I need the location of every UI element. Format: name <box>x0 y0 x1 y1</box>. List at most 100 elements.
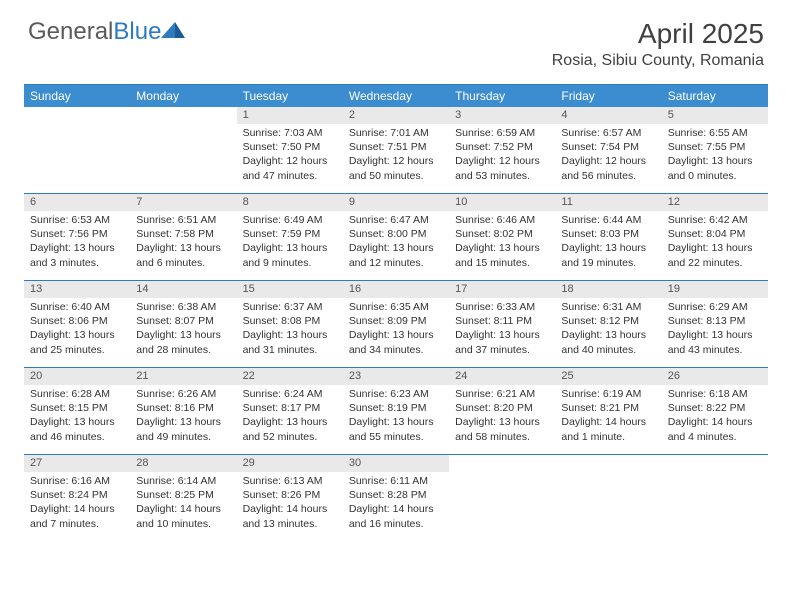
sunset-text: Sunset: 7:59 PM <box>243 227 337 241</box>
calendar: Sunday Monday Tuesday Wednesday Thursday… <box>24 84 768 541</box>
sunrise-text: Sunrise: 6:57 AM <box>561 126 655 140</box>
daylight-text: Daylight: 13 hours and 37 minutes. <box>455 328 549 356</box>
day-number: 5 <box>662 107 768 124</box>
sunrise-text: Sunrise: 6:55 AM <box>668 126 762 140</box>
day-number: 7 <box>130 194 236 211</box>
location-label: Rosia, Sibiu County, Romania <box>552 52 764 70</box>
logo-text: GeneralBlue <box>28 18 161 46</box>
daylight-text: Daylight: 12 hours and 53 minutes. <box>455 154 549 182</box>
day-details: Sunrise: 7:01 AMSunset: 7:51 PMDaylight:… <box>343 124 449 187</box>
day-cell: 1Sunrise: 7:03 AMSunset: 7:50 PMDaylight… <box>237 107 343 193</box>
day-details: Sunrise: 6:51 AMSunset: 7:58 PMDaylight:… <box>130 211 236 274</box>
daylight-text: Daylight: 13 hours and 9 minutes. <box>243 241 337 269</box>
sunrise-text: Sunrise: 6:28 AM <box>30 387 124 401</box>
day-number: 9 <box>343 194 449 211</box>
day-details: Sunrise: 6:31 AMSunset: 8:12 PMDaylight:… <box>555 298 661 361</box>
sunrise-text: Sunrise: 6:16 AM <box>30 474 124 488</box>
day-details: Sunrise: 6:38 AMSunset: 8:07 PMDaylight:… <box>130 298 236 361</box>
sunset-text: Sunset: 7:52 PM <box>455 140 549 154</box>
day-details: Sunrise: 6:23 AMSunset: 8:19 PMDaylight:… <box>343 385 449 448</box>
sunrise-text: Sunrise: 7:03 AM <box>243 126 337 140</box>
day-details: Sunrise: 6:33 AMSunset: 8:11 PMDaylight:… <box>449 298 555 361</box>
sunset-text: Sunset: 8:16 PM <box>136 401 230 415</box>
daylight-text: Daylight: 14 hours and 7 minutes. <box>30 502 124 530</box>
daylight-text: Daylight: 13 hours and 31 minutes. <box>243 328 337 356</box>
sunset-text: Sunset: 8:19 PM <box>349 401 443 415</box>
day-cell <box>662 455 768 541</box>
daylight-text: Daylight: 13 hours and 19 minutes. <box>561 241 655 269</box>
sunrise-text: Sunrise: 6:49 AM <box>243 213 337 227</box>
sunrise-text: Sunrise: 6:26 AM <box>136 387 230 401</box>
daylight-text: Daylight: 12 hours and 56 minutes. <box>561 154 655 182</box>
day-number: 16 <box>343 281 449 298</box>
day-number: 28 <box>130 455 236 472</box>
day-cell: 18Sunrise: 6:31 AMSunset: 8:12 PMDayligh… <box>555 281 661 367</box>
sunrise-text: Sunrise: 6:18 AM <box>668 387 762 401</box>
day-cell: 10Sunrise: 6:46 AMSunset: 8:02 PMDayligh… <box>449 194 555 280</box>
day-cell: 29Sunrise: 6:13 AMSunset: 8:26 PMDayligh… <box>237 455 343 541</box>
logo: GeneralBlue <box>28 18 185 46</box>
day-number: 4 <box>555 107 661 124</box>
day-details: Sunrise: 6:37 AMSunset: 8:08 PMDaylight:… <box>237 298 343 361</box>
daylight-text: Daylight: 13 hours and 40 minutes. <box>561 328 655 356</box>
daylight-text: Daylight: 14 hours and 4 minutes. <box>668 415 762 443</box>
daylight-text: Daylight: 14 hours and 1 minute. <box>561 415 655 443</box>
daylight-text: Daylight: 13 hours and 15 minutes. <box>455 241 549 269</box>
dow-tue: Tuesday <box>237 85 343 107</box>
sunrise-text: Sunrise: 6:37 AM <box>243 300 337 314</box>
sunrise-text: Sunrise: 6:51 AM <box>136 213 230 227</box>
sunrise-text: Sunrise: 6:42 AM <box>668 213 762 227</box>
logo-text-general: General <box>28 18 113 45</box>
sunset-text: Sunset: 8:28 PM <box>349 488 443 502</box>
sunrise-text: Sunrise: 6:14 AM <box>136 474 230 488</box>
day-number: 13 <box>24 281 130 298</box>
sunset-text: Sunset: 7:50 PM <box>243 140 337 154</box>
sunrise-text: Sunrise: 6:13 AM <box>243 474 337 488</box>
day-number <box>449 455 555 472</box>
daylight-text: Daylight: 13 hours and 0 minutes. <box>668 154 762 182</box>
title-block: April 2025 Rosia, Sibiu County, Romania <box>552 18 764 70</box>
daylight-text: Daylight: 13 hours and 34 minutes. <box>349 328 443 356</box>
week-row: 13Sunrise: 6:40 AMSunset: 8:06 PMDayligh… <box>24 280 768 367</box>
sunrise-text: Sunrise: 6:46 AM <box>455 213 549 227</box>
day-cell: 8Sunrise: 6:49 AMSunset: 7:59 PMDaylight… <box>237 194 343 280</box>
day-number: 6 <box>24 194 130 211</box>
sunset-text: Sunset: 8:02 PM <box>455 227 549 241</box>
day-cell: 6Sunrise: 6:53 AMSunset: 7:56 PMDaylight… <box>24 194 130 280</box>
day-cell: 2Sunrise: 7:01 AMSunset: 7:51 PMDaylight… <box>343 107 449 193</box>
day-number <box>662 455 768 472</box>
sunrise-text: Sunrise: 6:40 AM <box>30 300 124 314</box>
day-number: 25 <box>555 368 661 385</box>
week-row: 6Sunrise: 6:53 AMSunset: 7:56 PMDaylight… <box>24 193 768 280</box>
sunrise-text: Sunrise: 7:01 AM <box>349 126 443 140</box>
logo-triangle-icon <box>161 20 185 38</box>
daylight-text: Daylight: 13 hours and 22 minutes. <box>668 241 762 269</box>
weeks-container: 1Sunrise: 7:03 AMSunset: 7:50 PMDaylight… <box>24 107 768 541</box>
week-row: 27Sunrise: 6:16 AMSunset: 8:24 PMDayligh… <box>24 454 768 541</box>
daylight-text: Daylight: 13 hours and 12 minutes. <box>349 241 443 269</box>
dow-sat: Saturday <box>662 85 768 107</box>
sunset-text: Sunset: 7:56 PM <box>30 227 124 241</box>
day-details: Sunrise: 7:03 AMSunset: 7:50 PMDaylight:… <box>237 124 343 187</box>
sunset-text: Sunset: 8:07 PM <box>136 314 230 328</box>
sunset-text: Sunset: 8:00 PM <box>349 227 443 241</box>
daylight-text: Daylight: 13 hours and 49 minutes. <box>136 415 230 443</box>
day-details: Sunrise: 6:24 AMSunset: 8:17 PMDaylight:… <box>237 385 343 448</box>
daylight-text: Daylight: 13 hours and 25 minutes. <box>30 328 124 356</box>
sunset-text: Sunset: 7:51 PM <box>349 140 443 154</box>
week-row: 1Sunrise: 7:03 AMSunset: 7:50 PMDaylight… <box>24 107 768 193</box>
day-details: Sunrise: 6:26 AMSunset: 8:16 PMDaylight:… <box>130 385 236 448</box>
page-header: GeneralBlue April 2025 Rosia, Sibiu Coun… <box>0 0 792 78</box>
day-cell: 14Sunrise: 6:38 AMSunset: 8:07 PMDayligh… <box>130 281 236 367</box>
day-details: Sunrise: 6:57 AMSunset: 7:54 PMDaylight:… <box>555 124 661 187</box>
sunset-text: Sunset: 8:22 PM <box>668 401 762 415</box>
day-number: 1 <box>237 107 343 124</box>
sunrise-text: Sunrise: 6:59 AM <box>455 126 549 140</box>
day-cell: 19Sunrise: 6:29 AMSunset: 8:13 PMDayligh… <box>662 281 768 367</box>
day-cell: 23Sunrise: 6:23 AMSunset: 8:19 PMDayligh… <box>343 368 449 454</box>
day-cell: 5Sunrise: 6:55 AMSunset: 7:55 PMDaylight… <box>662 107 768 193</box>
day-cell: 25Sunrise: 6:19 AMSunset: 8:21 PMDayligh… <box>555 368 661 454</box>
sunset-text: Sunset: 8:15 PM <box>30 401 124 415</box>
sunrise-text: Sunrise: 6:47 AM <box>349 213 443 227</box>
sunset-text: Sunset: 7:54 PM <box>561 140 655 154</box>
